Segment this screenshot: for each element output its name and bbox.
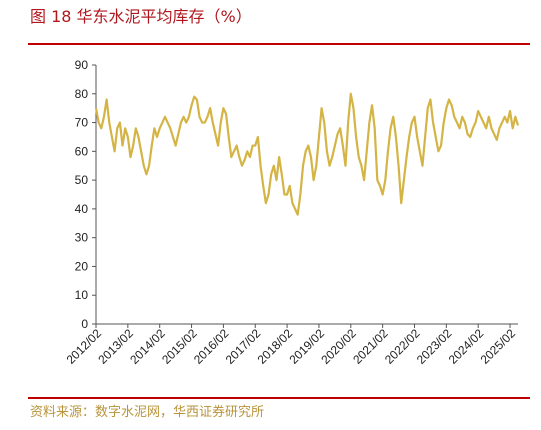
y-tick-label: 80 [75, 87, 89, 101]
y-tick-label: 50 [75, 173, 89, 187]
x-tick-label: 2025/02 [478, 326, 519, 367]
y-tick-label: 70 [75, 116, 89, 130]
y-tick-label: 40 [75, 202, 89, 216]
source: 资料来源：数字水泥网，华西证券研究所 [30, 404, 264, 420]
data-line [94, 92, 520, 216]
y-tick-label: 20 [75, 259, 89, 273]
y-tick-label: 30 [75, 231, 89, 245]
y-tick-label: 60 [75, 144, 89, 158]
y-tick-label: 0 [81, 317, 88, 331]
y-tick-label: 90 [75, 58, 89, 72]
chart-title: 图 18 华东水泥平均库存（%） [30, 7, 252, 26]
y-tick-label: 10 [75, 288, 89, 302]
